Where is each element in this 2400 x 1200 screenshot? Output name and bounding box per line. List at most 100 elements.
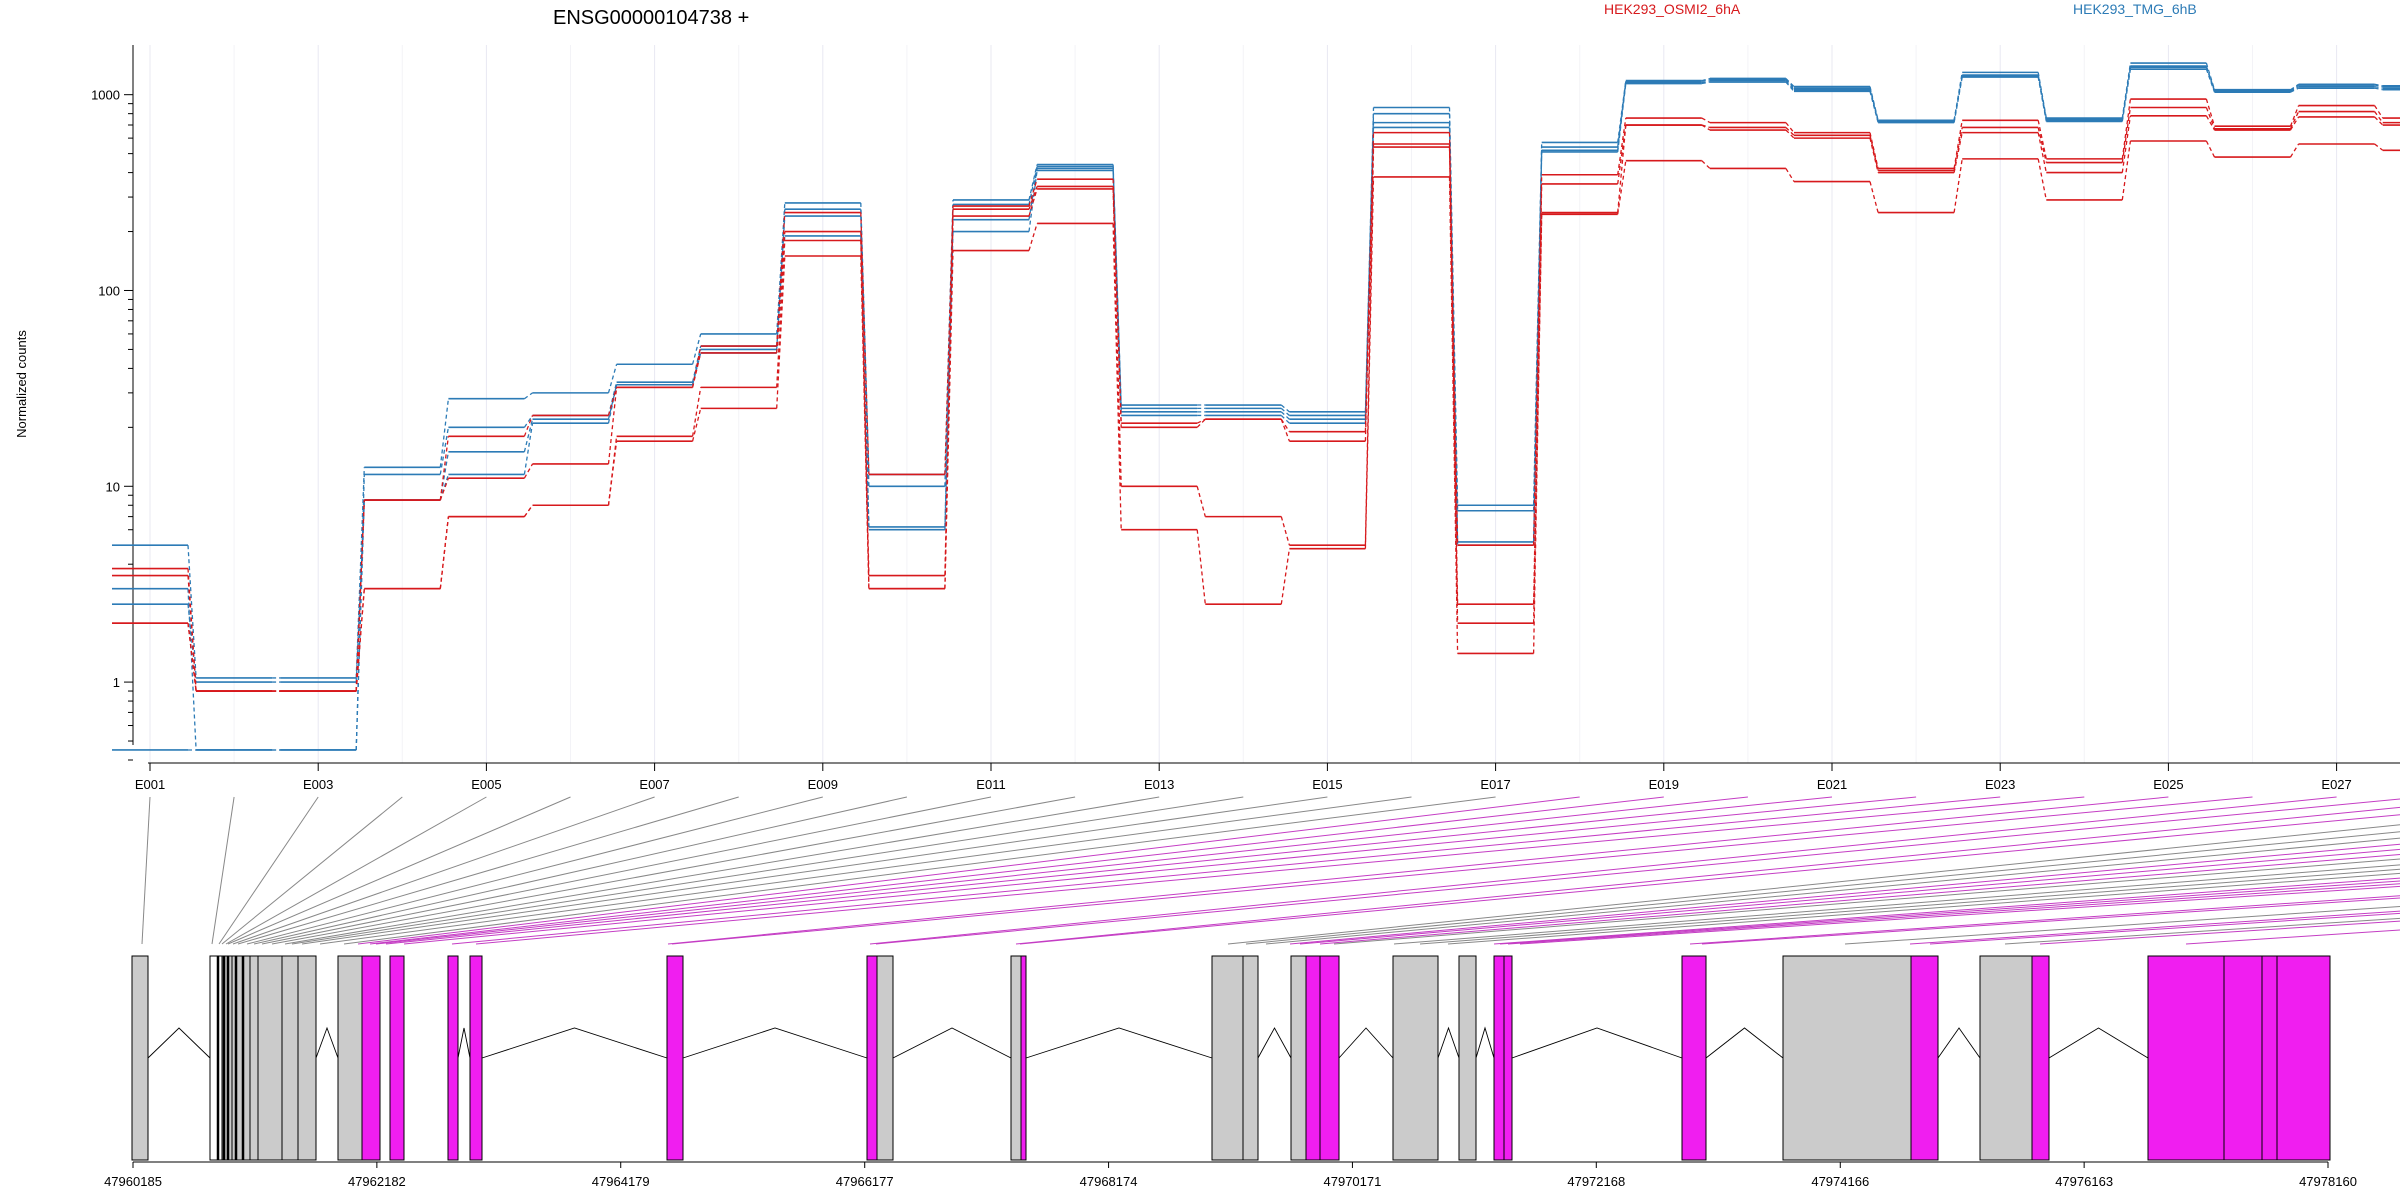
exon-connector	[875, 798, 2400, 945]
series-transition	[1785, 78, 1795, 89]
coordinate-label: 47974166	[1811, 1174, 1869, 1189]
series-transition	[1953, 76, 1963, 123]
exon-box	[1010, 955, 1022, 1161]
exon-connector	[475, 796, 2085, 945]
exon-connector	[1447, 872, 2400, 945]
intron-line	[481, 1027, 668, 1059]
series-transition	[1280, 414, 1290, 424]
series-4	[112, 68, 2400, 751]
series-2	[112, 65, 2400, 751]
exon-box	[1020, 955, 1027, 1161]
exon-connector	[271, 796, 1076, 945]
series-transition	[2290, 87, 2299, 93]
series-transition	[607, 364, 618, 394]
series-transition	[2205, 107, 2216, 129]
series-transition	[1532, 212, 1543, 624]
exon-connector	[284, 796, 1160, 945]
series-7	[112, 115, 2400, 692]
exon-connector	[221, 796, 403, 945]
exon-box	[131, 955, 149, 1161]
series-transition	[1028, 168, 1038, 220]
series-transition	[860, 212, 870, 475]
series-3	[112, 66, 2400, 683]
series-transition	[691, 333, 702, 365]
exon-connector	[671, 796, 2253, 945]
series-transition	[1028, 188, 1038, 217]
series-transition	[1869, 181, 1879, 213]
series-6	[112, 106, 2400, 692]
exon-connector	[291, 796, 1244, 945]
x-tick-label: E027	[2321, 777, 2351, 792]
series-transition	[1532, 214, 1543, 654]
exon-boxes	[131, 955, 2331, 1161]
series-transition	[1448, 176, 1459, 654]
x-tick-label: E019	[1649, 777, 1679, 792]
exon-connector	[227, 796, 571, 945]
intron-line	[1338, 1027, 1394, 1059]
exon-connector	[1689, 895, 2400, 945]
x-tick-label: E001	[135, 777, 165, 792]
series-transition	[1701, 160, 1711, 169]
intron-line	[147, 1027, 211, 1059]
series-transition	[2374, 83, 2383, 87]
series-transition	[523, 415, 534, 428]
series-transition	[439, 398, 450, 468]
exon-connector	[869, 796, 2337, 945]
coordinate-label: 47966177	[836, 1174, 894, 1189]
series-transition	[1280, 407, 1290, 416]
series-transition	[2374, 85, 2383, 89]
exon-connector	[375, 796, 1748, 945]
series-transition	[1364, 147, 1375, 546]
exon-box	[1493, 955, 1505, 1161]
x-tick-label: E009	[808, 777, 838, 792]
exon-connector	[1227, 824, 2400, 945]
series-transition	[1280, 516, 1291, 546]
exon-box	[2223, 955, 2263, 1161]
series-transition	[355, 500, 365, 692]
series-transition	[1617, 160, 1627, 215]
x-tick-label: E015	[1312, 777, 1342, 792]
series-transition	[2290, 86, 2299, 92]
intron-line	[2048, 1027, 2149, 1059]
exon-box	[257, 955, 283, 1161]
series-transition	[691, 352, 702, 388]
series-transition	[1953, 132, 1963, 173]
exon-connector	[667, 796, 2169, 945]
legend-item-osmi2: HEK293_OSMI2_6hA	[1604, 1, 1741, 17]
exon-connector	[319, 796, 1412, 945]
series-transition	[1785, 168, 1795, 182]
series-transition	[2121, 98, 2132, 159]
exon-box	[1458, 955, 1477, 1161]
exon-box	[469, 955, 483, 1161]
series-transition	[860, 231, 870, 576]
exon-connector	[218, 796, 319, 945]
x-tick-label: E005	[471, 777, 501, 792]
exon-connector	[1019, 814, 2400, 945]
series-transition	[2374, 143, 2384, 151]
exon-connector	[403, 796, 1917, 945]
y-tick-label: 1	[113, 675, 120, 690]
exon-box	[2261, 955, 2278, 1161]
exon-connector	[141, 796, 151, 945]
exon-connector	[301, 796, 1328, 945]
exon-connector	[1015, 806, 2400, 945]
series-transition	[1196, 529, 1206, 605]
series-transition	[2121, 115, 2132, 173]
x-axis: E001 E003 E005 E007 E009 E011 E013 E015 E017 E019…	[135, 762, 2400, 792]
exon-box	[209, 955, 223, 1161]
series-transition	[523, 423, 534, 475]
x-tick-label: E021	[1817, 777, 1847, 792]
series-transition	[1785, 122, 1795, 134]
series-transition	[524, 392, 533, 400]
coordinate-label: 47968174	[1080, 1174, 1138, 1189]
series-transition	[1112, 186, 1122, 428]
series-transition	[2121, 107, 2132, 163]
series-transition	[2289, 116, 2300, 131]
exon-box	[1681, 955, 1707, 1161]
series-transition	[1701, 117, 1711, 124]
y-tick-label: 10	[106, 479, 120, 494]
series-5	[112, 98, 2400, 692]
exon-connector	[1499, 880, 2400, 945]
series-transition	[1617, 117, 1627, 175]
exon-connector	[1393, 864, 2400, 945]
